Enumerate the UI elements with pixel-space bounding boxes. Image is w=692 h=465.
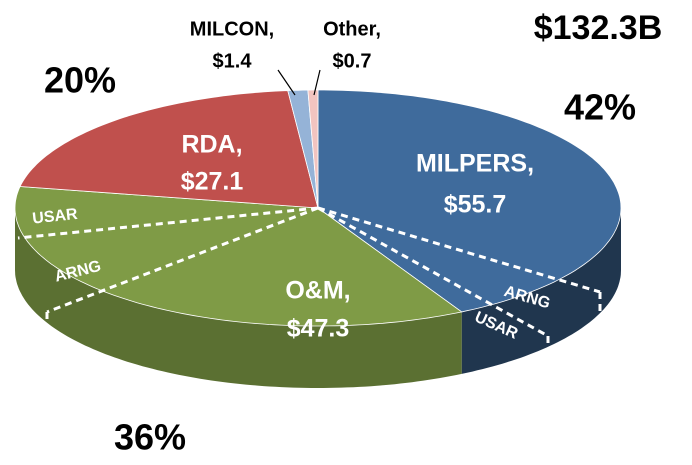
pie-slice (19, 90, 319, 209)
pie-slice (317, 89, 622, 313)
total-label: $132.3B (534, 9, 663, 47)
pie-slice (307, 89, 319, 209)
percent-label: 42% (564, 87, 636, 128)
pie-slice (14, 186, 463, 327)
annotation: USAR (32, 206, 79, 228)
slice-value: $47.3 (287, 315, 350, 343)
pie-side (15, 208, 462, 388)
percent-label: 36% (114, 417, 186, 458)
leader-line (277, 69, 321, 96)
slice-label: Other, (323, 18, 381, 40)
dividers (17, 69, 602, 392)
dashed-divider (17, 206, 602, 392)
slice-label: RDA, (181, 131, 242, 159)
percent-label: 20% (44, 60, 116, 101)
slice-label: O&M, (285, 277, 350, 305)
slice-value: $1.4 (213, 50, 253, 72)
slice-label: MILCON, (190, 18, 274, 40)
slice-value: $27.1 (181, 168, 244, 196)
pie-side (461, 208, 621, 374)
slice-label: MILPERS, (416, 150, 534, 178)
slice-value: $55.7 (444, 191, 507, 219)
pie (14, 89, 622, 388)
slice-value: $0.7 (333, 50, 372, 72)
